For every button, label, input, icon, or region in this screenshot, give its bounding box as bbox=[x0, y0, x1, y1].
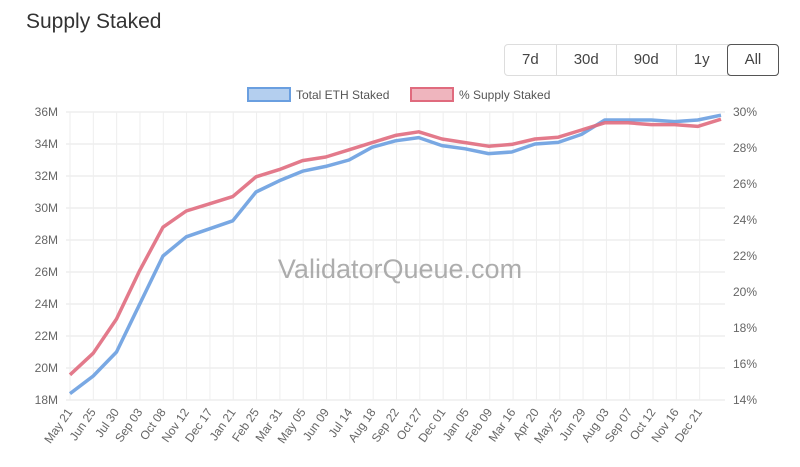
legend-label: Total ETH Staked bbox=[296, 88, 389, 102]
left-tick-label: 24M bbox=[35, 297, 58, 311]
left-tick-label: 28M bbox=[35, 233, 58, 247]
legend-swatch bbox=[410, 87, 454, 102]
chart-title: Supply Staked bbox=[26, 10, 162, 33]
legend-swatch bbox=[247, 87, 291, 102]
range-selector: 7d 30d 90d 1y All bbox=[504, 44, 780, 76]
left-tick-label: 20M bbox=[35, 361, 58, 375]
right-tick-label: 28% bbox=[733, 141, 757, 155]
range-all-button[interactable]: All bbox=[726, 44, 780, 76]
legend-label: % Supply Staked bbox=[459, 88, 550, 102]
range-7d-button[interactable]: 7d bbox=[505, 45, 557, 75]
left-tick-label: 32M bbox=[35, 169, 58, 183]
x-tick-label: May 21 bbox=[41, 405, 75, 446]
left-tick-label: 22M bbox=[35, 329, 58, 343]
right-tick-label: 22% bbox=[733, 249, 757, 263]
right-tick-label: 30% bbox=[733, 105, 757, 119]
range-90d-button[interactable]: 90d bbox=[617, 45, 677, 75]
watermark: ValidatorQueue.com bbox=[278, 254, 522, 284]
right-tick-label: 14% bbox=[733, 393, 757, 407]
left-tick-label: 18M bbox=[35, 393, 58, 407]
right-tick-label: 20% bbox=[733, 285, 757, 299]
range-30d-button[interactable]: 30d bbox=[557, 45, 617, 75]
right-tick-label: 16% bbox=[733, 357, 757, 371]
right-tick-label: 24% bbox=[733, 213, 757, 227]
left-tick-label: 30M bbox=[35, 201, 58, 215]
right-tick-label: 18% bbox=[733, 321, 757, 335]
right-tick-label: 26% bbox=[733, 177, 757, 191]
left-tick-label: 36M bbox=[35, 105, 58, 119]
left-tick-label: 34M bbox=[35, 137, 58, 151]
left-tick-label: 26M bbox=[35, 265, 58, 279]
